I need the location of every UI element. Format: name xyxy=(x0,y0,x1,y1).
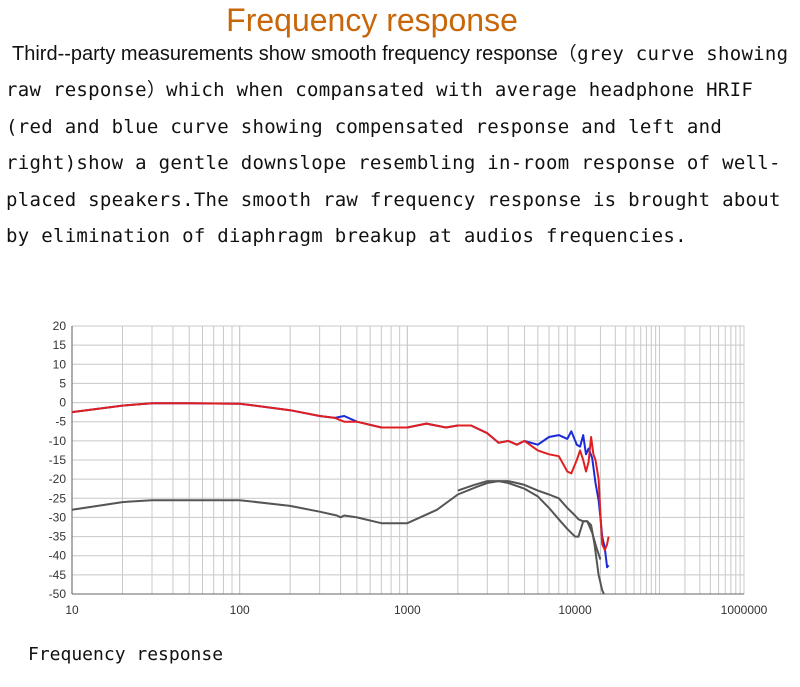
y-tick-label: -50 xyxy=(49,587,67,601)
y-tick-label: -45 xyxy=(49,568,67,582)
paragraph-body: （grey curve showing raw response）which w… xyxy=(6,43,789,248)
chart-grid xyxy=(71,325,745,595)
y-tick-label: -20 xyxy=(49,472,67,486)
y-tick-label: 10 xyxy=(53,357,67,371)
y-tick-label: 20 xyxy=(53,319,67,333)
paragraph-lead: Third--party measurements show smooth fr… xyxy=(12,43,558,65)
y-axis-labels: 20 15 10 5 0 -5 -10 -15 -20 -25 -30 -35 -40 -45 -50 xyxy=(49,319,67,601)
x-tick-label: 100 xyxy=(230,603,250,617)
y-tick-label: 5 xyxy=(59,376,66,390)
description-paragraph: Third--party measurements show smooth fr… xyxy=(6,36,796,254)
frequency-response-chart: 20 15 10 5 0 -5 -10 -15 -20 -25 -30 -35 -40 -45 -50 10… xyxy=(49,319,768,617)
y-tick-label: 0 xyxy=(59,396,66,410)
y-tick-label: -30 xyxy=(49,510,67,524)
y-tick-label: 15 xyxy=(53,338,67,352)
x-tick-label: 10 xyxy=(65,603,79,617)
chart-caption: Frequency response xyxy=(28,644,224,665)
series-line-2 xyxy=(71,402,610,551)
chart-axes xyxy=(71,326,744,595)
x-axis-labels: 10 100 1000 10000 1000000 xyxy=(65,603,767,617)
y-tick-label: -5 xyxy=(55,415,66,429)
x-tick-label: 10000 xyxy=(558,603,592,617)
y-tick-label: -15 xyxy=(49,453,67,467)
y-tick-label: -40 xyxy=(49,549,67,563)
series-line-4 xyxy=(457,480,602,560)
x-tick-label: 1000 xyxy=(394,603,421,617)
y-tick-label: -25 xyxy=(49,491,67,505)
y-tick-label: -10 xyxy=(49,434,67,448)
x-tick-label: 1000000 xyxy=(721,603,768,617)
page-title: Frequency response xyxy=(226,2,518,38)
chart-series xyxy=(71,402,610,595)
y-tick-label: -35 xyxy=(49,530,67,544)
